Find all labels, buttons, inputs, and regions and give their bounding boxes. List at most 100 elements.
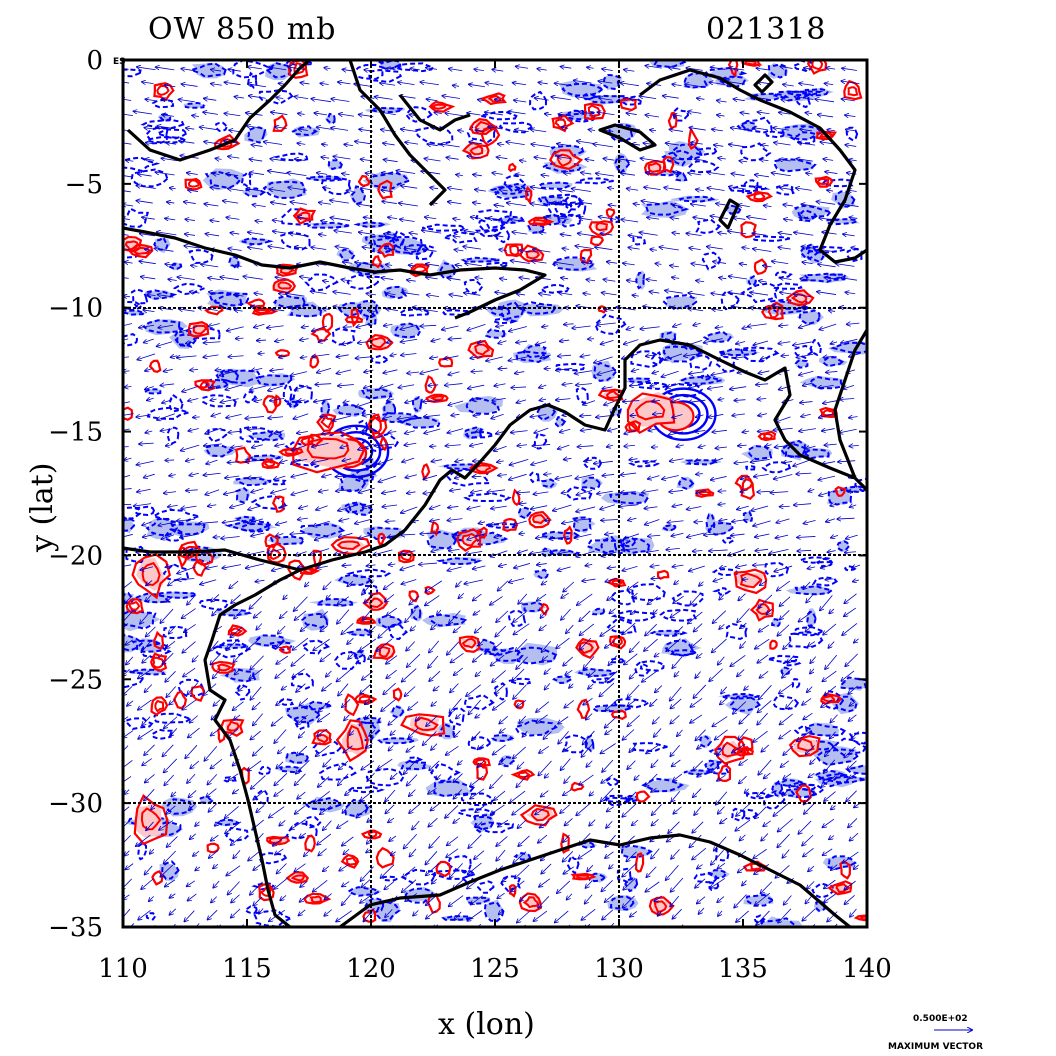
negative-ow-contour	[238, 237, 274, 246]
negative-ow-contour	[345, 628, 372, 637]
negative-ow-contour	[741, 179, 759, 195]
negative-ow-contour	[765, 130, 786, 139]
negative-ow-contour	[529, 471, 540, 484]
negative-ow-fill	[327, 160, 342, 171]
x-tick-label: 135	[718, 954, 768, 984]
positive-ow-contour-inner	[517, 771, 531, 779]
negative-ow-contour	[305, 797, 342, 811]
negative-ow-contour	[447, 706, 466, 726]
y-tick-label: −25	[48, 665, 103, 695]
negative-ow-contour	[572, 516, 592, 533]
negative-ow-contour	[168, 523, 206, 536]
negative-ow-contour	[463, 278, 484, 295]
negative-ow-contour	[355, 419, 369, 436]
negative-ow-contour	[166, 262, 183, 270]
positive-ow-contour	[365, 334, 394, 351]
positive-ow-contour-inner	[858, 915, 867, 921]
negative-ow-contour	[466, 123, 498, 144]
positive-ow-contour-inner	[429, 395, 445, 401]
positive-ow-contour	[227, 624, 248, 637]
positive-ow-contour	[304, 834, 316, 853]
positive-ow-contour	[528, 510, 551, 529]
positive-ow-contour	[311, 729, 332, 746]
negative-ow-contour	[304, 816, 323, 829]
negative-ow-contour	[257, 89, 294, 105]
negative-ow-contour	[714, 355, 738, 373]
positive-ow-contour	[151, 870, 164, 886]
negative-ow-contour	[854, 477, 867, 493]
negative-ow-contour	[292, 384, 313, 404]
negative-ow-contour	[747, 274, 757, 287]
negative-ow-contour	[327, 159, 343, 171]
negative-ow-contour	[825, 218, 859, 226]
positive-ow-contour-inner	[532, 218, 549, 225]
x-tick-label: 140	[842, 954, 892, 984]
negative-ow-fill	[804, 722, 840, 736]
negative-ow-contour	[400, 759, 430, 771]
negative-ow-contour	[631, 583, 666, 602]
negative-ow-contour	[252, 909, 293, 927]
negative-ow-contour	[123, 68, 142, 78]
positive-ow-contour	[563, 525, 573, 545]
negative-ow-contour	[123, 207, 150, 228]
negative-ow-contour	[146, 406, 192, 420]
negative-ow-fill	[775, 159, 814, 171]
negative-ow-contour	[243, 905, 258, 915]
negative-ow-contour	[619, 537, 651, 554]
negative-ow-contour	[347, 785, 386, 794]
positive-ow-contour	[123, 406, 134, 422]
negative-ow-contour	[429, 762, 461, 783]
negative-ow-contour	[577, 667, 617, 677]
negative-ow-contour	[473, 815, 495, 833]
positive-ow-contour	[246, 298, 266, 308]
negative-ow-contour	[533, 431, 548, 450]
negative-ow-fill	[618, 845, 654, 858]
negative-ow-contour	[529, 90, 548, 111]
negative-ow-contour	[391, 704, 405, 718]
positive-ow-contour	[839, 859, 852, 880]
positive-ow-contour	[608, 635, 627, 650]
negative-ow-contour	[534, 568, 549, 580]
negative-ow-contour	[144, 289, 178, 300]
negative-ow-contour	[334, 650, 361, 670]
x-tick-label: 125	[470, 954, 520, 984]
positive-ow-contour-inner	[320, 415, 333, 430]
negative-ow-contour	[288, 397, 298, 409]
negative-ow-contour	[440, 230, 478, 245]
positive-ow-contour-inner	[611, 636, 623, 646]
positive-ow-contour-inner	[653, 900, 668, 914]
negative-ow-contour	[696, 147, 718, 157]
positive-ow-contour	[303, 892, 332, 905]
negative-ow-contour	[827, 488, 854, 506]
negative-ow-contour	[163, 528, 184, 542]
negative-ow-contour	[689, 354, 713, 371]
negative-ow-contour	[775, 270, 793, 279]
negative-ow-contour	[166, 426, 180, 445]
negative-ow-contour	[701, 251, 722, 271]
negative-ow-contour	[289, 303, 322, 318]
negative-ow-contour	[338, 301, 364, 318]
x-tick-label: 115	[222, 954, 272, 984]
negative-ow-contour	[353, 221, 386, 228]
negative-ow-contour	[610, 610, 658, 622]
negative-ow-contour	[384, 285, 408, 300]
negative-ow-fill	[425, 778, 472, 797]
negative-ow-contour	[240, 170, 252, 188]
positive-ow-contour-inner	[187, 179, 200, 188]
positive-ow-contour	[274, 263, 300, 277]
positive-ow-contour	[610, 709, 627, 721]
negative-ow-contour	[207, 428, 228, 443]
positive-ow-contour	[479, 92, 507, 106]
positive-ow-contour-inner	[762, 432, 774, 441]
negative-ow-contour	[805, 610, 817, 628]
negative-ow-contour	[565, 486, 593, 501]
positive-ow-contour	[375, 846, 395, 869]
negative-ow-contour	[284, 441, 304, 452]
negative-ow-contour	[739, 346, 780, 363]
negative-ow-contour	[561, 82, 605, 97]
negative-ow-contour	[632, 236, 647, 246]
negative-ow-contour	[255, 634, 287, 648]
negative-ow-contour	[235, 487, 249, 504]
negative-ow-contour	[162, 625, 188, 640]
negative-ow-contour	[514, 350, 550, 364]
